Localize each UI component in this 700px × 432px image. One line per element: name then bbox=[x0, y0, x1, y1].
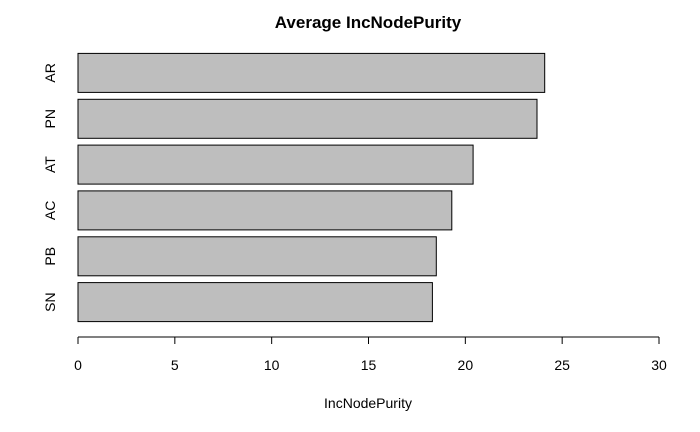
category-label-pn: PN bbox=[42, 109, 58, 128]
bars-group bbox=[77, 52, 546, 323]
category-label-at: AT bbox=[42, 156, 58, 173]
x-tick-label: 20 bbox=[458, 357, 474, 373]
bar-sn bbox=[77, 282, 433, 323]
category-label-pb: PB bbox=[42, 247, 58, 266]
x-axis-title: IncNodePurity bbox=[324, 395, 412, 411]
category-label-sn: SN bbox=[42, 292, 58, 311]
x-tick-label: 25 bbox=[554, 357, 570, 373]
bar-ar bbox=[77, 52, 546, 93]
x-tick-label: 5 bbox=[171, 357, 179, 373]
category-label-ar: AR bbox=[42, 63, 58, 82]
x-axis: 0 5 10 15 20 25 30 bbox=[74, 336, 667, 373]
x-tick-label: 10 bbox=[264, 357, 280, 373]
chart-title: Average IncNodePurity bbox=[275, 13, 462, 32]
bar-pn bbox=[77, 98, 538, 139]
category-label-ac: AC bbox=[42, 201, 58, 220]
x-tick-label: 15 bbox=[361, 357, 377, 373]
bar-pb bbox=[77, 236, 437, 277]
bar-ac bbox=[77, 190, 453, 231]
category-labels: AR PN AT AC PB SN bbox=[42, 63, 58, 312]
x-tick-label: 0 bbox=[74, 357, 82, 373]
x-tick-label: 30 bbox=[651, 357, 667, 373]
bar-at bbox=[77, 144, 474, 185]
